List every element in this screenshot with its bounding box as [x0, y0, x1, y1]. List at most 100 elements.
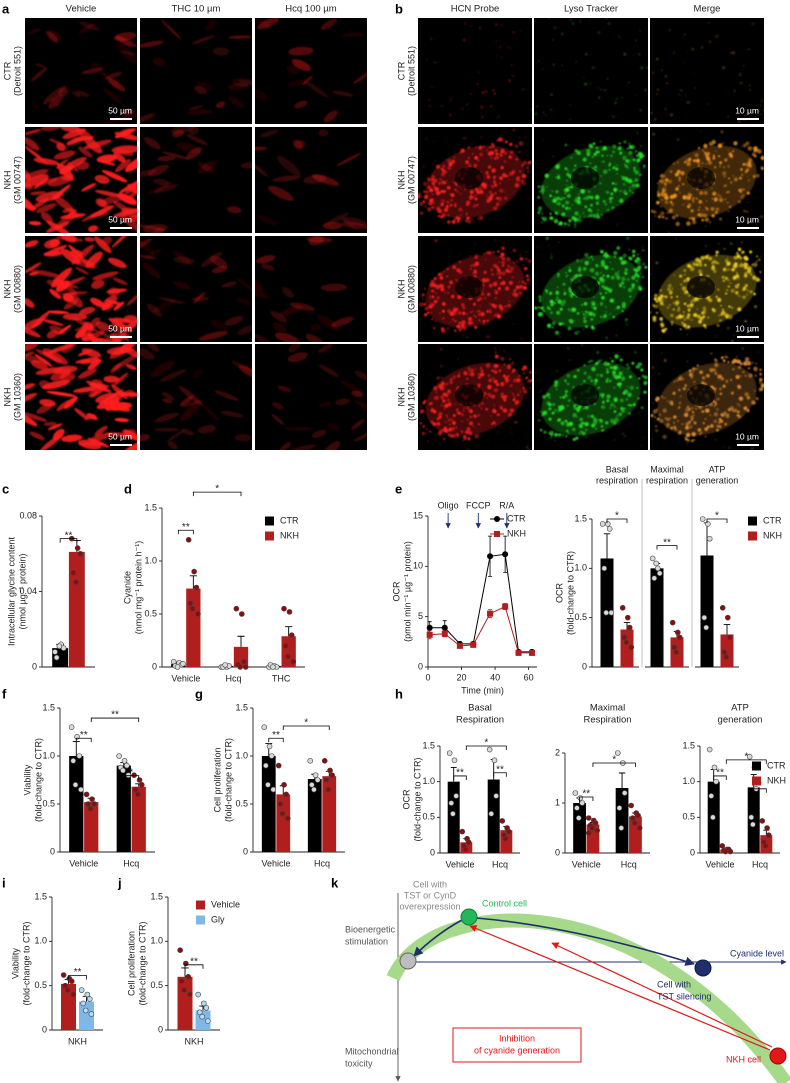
cell-signal: [672, 391, 676, 395]
data-point: [450, 810, 456, 817]
cell-signal: [57, 276, 86, 289]
cell-signal: [744, 320, 747, 323]
cell-signal: [650, 414, 654, 418]
cell-signal: [621, 409, 625, 413]
cell-signal: [454, 320, 457, 323]
cell-signal: [568, 266, 571, 269]
cell-signal: [697, 269, 703, 274]
cell-signal: [125, 364, 137, 370]
data-point: [673, 649, 680, 656]
cell-signal: [590, 255, 593, 258]
cell-signal: [658, 179, 661, 183]
cell-signal: [484, 90, 488, 94]
cell-signal: [733, 177, 738, 182]
cell-signal: [205, 19, 218, 31]
cell-signal: [462, 38, 466, 42]
signal: [25, 127, 137, 233]
cell-signal: [736, 402, 740, 406]
cell-signal: [664, 185, 667, 188]
cell-signal: [461, 107, 464, 110]
y-axis-label: Cell proliferation: [126, 931, 136, 996]
cell-signal: [318, 401, 332, 408]
significance-label: *: [715, 511, 719, 522]
cell-signal: [690, 194, 693, 197]
cell-signal: [712, 308, 716, 313]
cell-signal: [703, 143, 708, 149]
y-axis-label: OCR: [391, 581, 401, 602]
cell-signal: [429, 297, 432, 300]
data-point: [606, 526, 613, 532]
nucleus: [455, 167, 483, 190]
legend-swatch: [196, 900, 205, 910]
cell-signal: [737, 365, 742, 370]
legend-label: NKH: [507, 528, 526, 538]
cell-signal: [706, 425, 710, 429]
cell-signal: [474, 315, 477, 318]
cell-signal: [581, 431, 586, 436]
cell-signal: [725, 355, 729, 359]
cell-signal: [746, 408, 750, 413]
cell-signal: [456, 408, 459, 411]
cell-signal: [435, 292, 437, 294]
cell-signal: [660, 323, 665, 328]
cell-signal: [432, 198, 434, 200]
cell-signal: [548, 407, 552, 411]
cell-signal: [605, 379, 609, 383]
cell-signal: [494, 365, 497, 367]
cell-signal: [667, 209, 673, 214]
cell-signal: [751, 22, 755, 26]
cell-signal: [493, 347, 497, 350]
cell-signal: [493, 388, 498, 393]
cell-signal: [751, 361, 754, 364]
cell-signal: [599, 393, 604, 397]
cell-signal: [320, 18, 338, 30]
cell-signal: [728, 314, 733, 320]
cell-signal: [541, 67, 544, 70]
cell-signal: [590, 83, 592, 85]
cell-signal: [577, 196, 581, 200]
cell-signal: [427, 440, 430, 443]
cell-signal: [550, 311, 553, 315]
cell-signal: [692, 414, 695, 416]
cell-signal: [663, 359, 667, 363]
cell-signal: [555, 388, 558, 391]
cell-signal: [479, 189, 484, 195]
cell-signal: [701, 381, 705, 385]
cell-signal: [673, 380, 676, 383]
significance-label: **: [190, 956, 198, 967]
column-header: Lyso Tracker: [564, 4, 618, 15]
cell-signal: [638, 287, 643, 291]
cell-signal: [448, 113, 452, 117]
cell-signal: [426, 195, 429, 198]
cell-signal: [684, 273, 686, 276]
cell-signal: [113, 208, 137, 218]
bar: [261, 756, 276, 852]
cell-signal: [492, 180, 497, 184]
cell-signal: [433, 185, 436, 189]
cell-signal: [572, 413, 577, 418]
cell-signal: [736, 271, 738, 273]
cell-signal: [734, 284, 739, 289]
cell-signal: [717, 143, 723, 148]
cell-signal: [684, 94, 687, 96]
cell-signal: [760, 113, 763, 116]
cell-signal: [512, 398, 516, 402]
cell-signal: [620, 96, 623, 99]
micrograph: [140, 18, 252, 124]
cell-signal: [612, 402, 615, 405]
cell-signal: [699, 273, 703, 277]
cell-signal: [578, 432, 581, 435]
y-tick-label: 1.0: [422, 776, 435, 786]
cell-signal: [422, 425, 426, 428]
cell-signal: [561, 212, 566, 217]
cell-signal: [550, 256, 553, 259]
cell-signal: [618, 284, 623, 288]
cell-signal: [608, 197, 613, 201]
cell-signal: [552, 155, 554, 158]
cell-signal: [742, 162, 746, 166]
cell-signal: [688, 309, 690, 312]
cell-signal: [680, 283, 683, 286]
cell-signal: [579, 417, 584, 422]
cell-signal: [608, 168, 611, 172]
cell-signal: [601, 373, 605, 376]
